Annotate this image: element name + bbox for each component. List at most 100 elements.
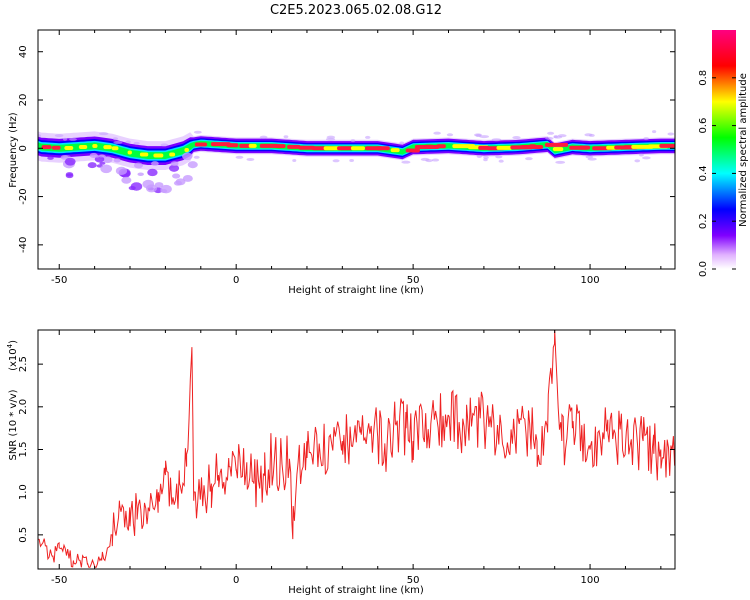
spectrogram-core: [579, 145, 591, 150]
spectrogram-core: [51, 145, 61, 150]
spectrogram-core: [375, 146, 390, 151]
spectrogram-speck: [160, 143, 168, 147]
spectrogram-scatter: [115, 166, 128, 175]
spectrogram-speck: [642, 156, 651, 160]
colorbar-ticks: 0.0 0.2 0.4 0.6 0.8: [698, 70, 736, 277]
spectrogram-scatter: [142, 179, 155, 189]
spectrogram-speck: [476, 154, 482, 158]
scale-exponent: 4: [6, 343, 14, 348]
spectrogram-speck: [553, 135, 563, 139]
spectrogram-speck: [491, 138, 502, 142]
spectrogram-speck: [401, 160, 411, 164]
spectrogram-speck: [643, 137, 649, 141]
spectrogram-core: [436, 144, 446, 149]
spectrogram-speck: [584, 133, 593, 137]
spectrogram-core: [298, 145, 316, 150]
colorbar-tick-label: 0.0: [698, 261, 709, 277]
spectrogram-speck: [498, 159, 504, 163]
spectrogram-core: [405, 148, 420, 153]
spectrogram-ytick-label: -40: [18, 237, 29, 253]
spectrogram-speck: [483, 156, 489, 160]
spectrogram-scatter: [128, 185, 136, 191]
spectrogram-core: [424, 144, 435, 149]
spectrogram-scatter: [113, 158, 121, 163]
snr-scale-factor: (x104): [6, 340, 19, 371]
snr-frame: [37, 329, 676, 570]
spectrogram-core: [210, 142, 231, 147]
spectrogram-speck: [193, 155, 200, 159]
spectrogram-core: [544, 142, 569, 147]
spectrogram-core: [103, 145, 112, 150]
spectrogram-speck: [495, 155, 503, 159]
spectrogram-speck: [283, 135, 289, 139]
spectrogram-core: [248, 143, 257, 148]
spectrogram-speck: [63, 137, 68, 141]
spectrogram-speck: [446, 133, 454, 137]
spectrogram-scatter: [160, 189, 168, 193]
spectrogram-speck: [555, 160, 566, 164]
spectrogram-core: [127, 150, 132, 155]
spectrogram-y-label: Frequency (Hz): [8, 112, 19, 188]
spectrogram-scatter: [147, 168, 158, 177]
spectrogram-speck: [54, 134, 64, 138]
snr-ytick-label: 1.0: [18, 484, 29, 500]
spectrogram-speck: [585, 155, 593, 159]
spectrogram-speck: [364, 135, 371, 139]
spectrogram-frame: [37, 29, 676, 270]
spectrogram-ytick-label: 40: [18, 45, 29, 58]
spectrogram-xtick-label: 100: [581, 275, 600, 286]
spectrogram-ytick-label: 0: [18, 145, 29, 151]
spectrogram-core: [350, 146, 365, 151]
spectrogram-core: [529, 144, 537, 149]
spectrogram-speck: [259, 135, 268, 139]
spectrogram-core: [169, 152, 176, 157]
spectrogram-xtick-label: 50: [407, 275, 420, 286]
spectrogram-speck: [431, 158, 440, 162]
spectrogram-heatmap: [38, 130, 675, 194]
colorbar-tick-label: 0.8: [698, 70, 709, 86]
snr-ytick-label: 2.5: [18, 356, 29, 372]
spectrogram-speck: [69, 137, 77, 141]
spectrogram-scatter: [173, 180, 182, 186]
spectrogram-speck: [98, 154, 105, 158]
spectrogram-speck: [193, 130, 202, 134]
spectrogram-scatter: [65, 172, 74, 177]
spectrogram-ytick-label: 20: [18, 94, 29, 107]
spectrogram-scatter: [121, 176, 132, 184]
spectrogram-core: [226, 143, 239, 148]
spectrogram-speck: [639, 153, 644, 157]
spectrogram-core: [275, 144, 286, 149]
spectrogram-speck: [63, 155, 71, 159]
snr-ytick-label: 2.0: [18, 399, 29, 415]
spectrogram-speck: [667, 132, 675, 136]
spectrogram-speck: [634, 159, 641, 163]
spectrogram-core: [41, 145, 52, 150]
spectrogram-scatter: [151, 161, 159, 166]
spectrogram-core: [153, 153, 164, 158]
snr-xtick-label: -50: [51, 575, 67, 586]
spectrogram-scatter: [170, 161, 179, 167]
spectrogram-speck: [349, 158, 354, 162]
colorbar: 0.0 0.2 0.4 0.6 0.8 Normalized spectral ampl…: [698, 30, 749, 277]
spectrogram-core: [139, 152, 149, 157]
snr-x-label: Height of straight line (km): [288, 585, 424, 596]
spectrogram-core: [552, 147, 564, 152]
spectrogram-speck: [246, 157, 255, 161]
spectrogram-speck: [475, 134, 482, 138]
spectrogram-scatter: [187, 161, 198, 169]
spectrogram-core: [111, 146, 119, 151]
spectrogram-speck: [512, 136, 521, 140]
spectrogram-speck: [525, 157, 533, 161]
spectrogram-speck: [92, 154, 100, 158]
spectrogram-speck: [38, 134, 41, 138]
spectrogram-scatter: [64, 157, 76, 166]
spectrogram-speck: [652, 130, 657, 134]
spectrogram-speck: [133, 141, 140, 145]
spectrogram-core: [259, 143, 279, 148]
spectrogram-speck: [292, 158, 297, 162]
spectrogram-core: [287, 144, 301, 149]
spectrogram-scatter: [182, 174, 193, 182]
snr-ticks: -50 0 50 100 0.5 1.0 1.5 2.0 2.5: [18, 330, 675, 586]
spectrogram-scatter: [137, 172, 144, 176]
colorbar-tick-label: 0.4: [698, 165, 709, 181]
